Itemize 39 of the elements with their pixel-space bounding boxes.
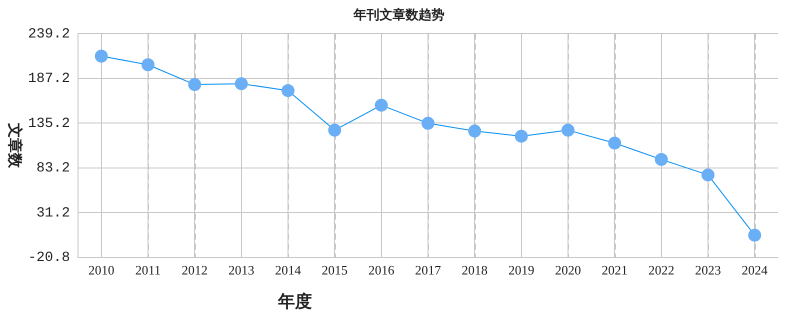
point (514, 130, 528, 143)
point (142, 58, 155, 72)
x-tick-label: 2015 (322, 262, 348, 278)
x-tick-label: 2021 (602, 262, 628, 278)
x-tick-label: 2017 (415, 262, 442, 278)
x-tick-label: 2018 (462, 262, 488, 278)
x-tick-label: 2019 (508, 262, 534, 278)
x-tick-label: 2013 (228, 262, 254, 278)
point (282, 84, 295, 98)
point (748, 228, 762, 242)
point (468, 124, 482, 138)
y-tick-label: 31.2 (36, 205, 70, 222)
x-tick-label: 2023 (695, 262, 721, 278)
y-tick-label: 135.2 (28, 116, 70, 132)
x-tick-label: 2011 (135, 262, 161, 278)
x-tick-label: 2024 (742, 262, 768, 278)
point (328, 124, 342, 137)
y-tick-label: 187.2 (28, 71, 70, 88)
point (608, 136, 622, 150)
point (654, 152, 668, 166)
point (562, 124, 574, 137)
x-tick-label: 2016 (368, 262, 395, 278)
chart-title: 年刊文章数趋势 (352, 7, 444, 22)
point (234, 77, 248, 90)
x-tick-label: 2020 (555, 262, 581, 278)
point (374, 98, 388, 112)
point (94, 50, 108, 63)
x-axis-title: 年度 (278, 291, 312, 313)
point (422, 116, 435, 130)
point (188, 78, 202, 92)
x-tick-label: 2022 (648, 262, 674, 278)
x-tick-label: 2010 (88, 262, 114, 278)
y-tick-label: -20.8 (28, 250, 70, 266)
x-tick-label: 2014 (275, 262, 302, 278)
y-tick-label: 239.2 (28, 26, 70, 42)
y-tick-label: 83.2 (36, 160, 70, 177)
point (702, 168, 714, 182)
y-axis-title: 文章数 (5, 123, 24, 168)
x-tick-label: 2012 (182, 262, 208, 278)
